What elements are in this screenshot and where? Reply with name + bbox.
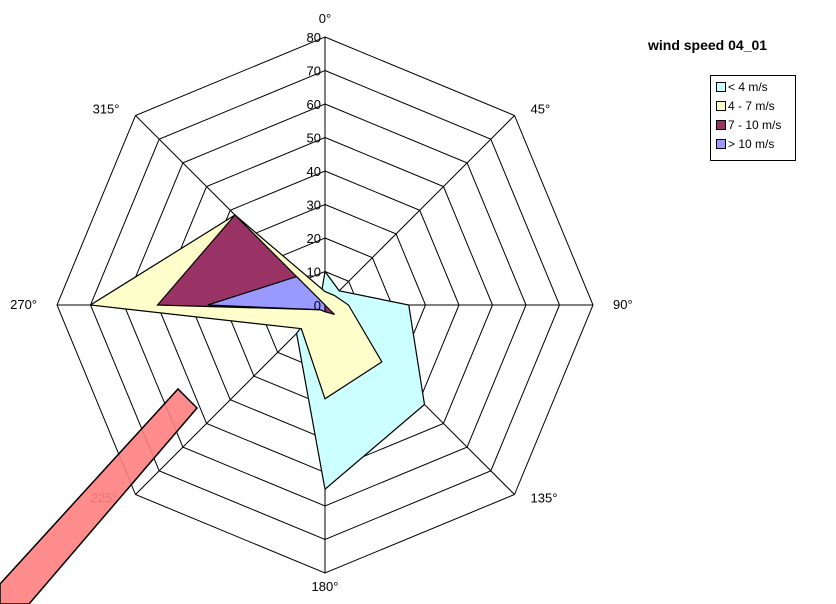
legend-label: 7 - 10 m/s — [728, 118, 782, 132]
legend-swatch — [716, 139, 726, 149]
series-area — [207, 275, 326, 313]
series-layer — [88, 214, 426, 491]
legend-label: < 4 m/s — [728, 80, 768, 94]
radial-tick-label: 10 — [307, 265, 321, 280]
legend-swatch — [716, 82, 726, 92]
legend-label: 4 - 7 m/s — [728, 99, 775, 113]
grid-spoke — [135, 304, 326, 495]
legend-item-4-7: 4 - 7 m/s — [716, 99, 775, 113]
radial-tick-label: 60 — [307, 97, 321, 112]
direction-label: 45° — [531, 101, 551, 116]
radial-tick-label: 80 — [307, 30, 321, 45]
radial-tick-label: 70 — [307, 64, 321, 79]
annotation-band — [0, 387, 199, 604]
radial-tick-label: 20 — [307, 231, 321, 246]
radial-tick-label: 30 — [307, 198, 321, 213]
radial-tick-label: 0 — [314, 298, 321, 313]
legend-item-7-10: 7 - 10 m/s — [716, 118, 781, 132]
legend-swatch — [716, 101, 726, 111]
legend-swatch — [716, 120, 726, 130]
annotation-layer — [0, 387, 199, 604]
radial-tick-label: 50 — [307, 131, 321, 146]
legend-item-gt10: > 10 m/s — [716, 137, 774, 151]
direction-label: 135° — [531, 491, 558, 506]
legend: < 4 m/s 4 - 7 m/s 7 - 10 m/s > 10 m/s — [710, 75, 796, 161]
radial-tick-label: 40 — [307, 164, 321, 179]
direction-label: 0° — [319, 11, 331, 26]
direction-label: 270° — [10, 297, 37, 312]
grid-spoke — [324, 115, 515, 306]
direction-label: 180° — [312, 579, 339, 594]
radial-ticks: 0 10 20 30 40 50 60 70 80 — [307, 30, 321, 313]
chart-title: wind speed 04_01 — [648, 37, 768, 53]
legend-label: > 10 m/s — [728, 137, 775, 151]
legend-item-lt4: < 4 m/s — [716, 80, 768, 94]
direction-label: 90° — [613, 297, 633, 312]
direction-label: 315° — [93, 101, 120, 116]
